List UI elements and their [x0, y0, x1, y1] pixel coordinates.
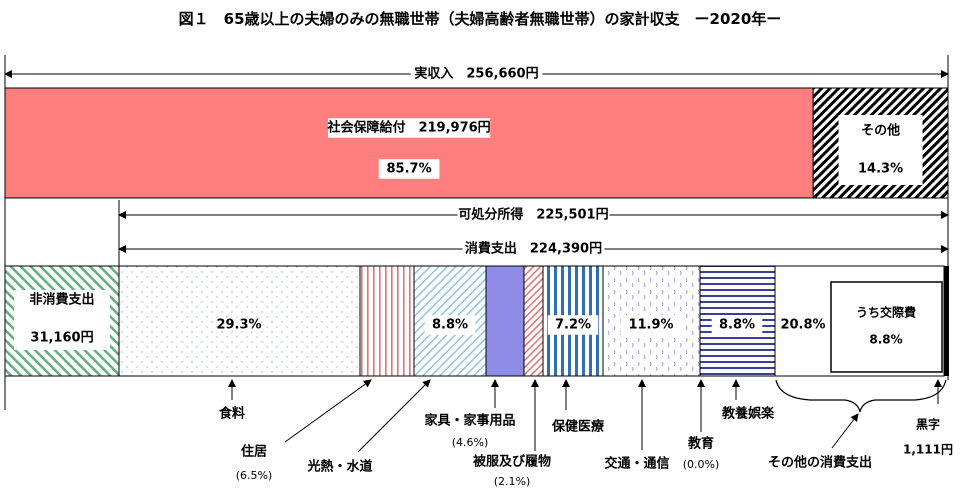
- percent-furniture-bg: [424, 315, 476, 335]
- expense-bar: 非消費支出 31,160円 29.3% 8.8% 7.2% 11.9% 8.8% 20.8% う…: [4, 265, 949, 377]
- chart-title: 図１ 65歳以上の夫婦のみの無職世帯（夫婦高齢者無職世帯）の家計収支 ー2020…: [179, 10, 782, 28]
- other-brace: [775, 379, 947, 413]
- sublabel-housing: (6.5%): [236, 469, 273, 482]
- social-security-percent: 85.7%: [387, 162, 432, 177]
- pointer-housing: [284, 379, 372, 443]
- expense-segment-clothing2: [523, 265, 544, 377]
- disposable-income-label: 可処分所得 225,501円: [458, 207, 608, 223]
- social-security-label-bg: [328, 118, 491, 138]
- social-security-label: 社会保障給付 219,976円: [326, 120, 490, 136]
- income-segment-social-security: [4, 87, 814, 199]
- income-other-percent: 14.3%: [858, 162, 903, 177]
- pointer-utilities: [357, 379, 431, 453]
- amount-deficit: 1,111円: [903, 443, 953, 457]
- label-food: 食料: [219, 406, 245, 422]
- label-housing: 住居: [241, 444, 267, 460]
- deficit-segment: [944, 266, 949, 376]
- percent-furniture: 8.8%: [432, 318, 468, 333]
- percent-medical-bg: [547, 315, 599, 335]
- non-consumption-label: 非消費支出: [29, 292, 94, 308]
- sublabel-clothing: (2.1%): [494, 475, 531, 488]
- consumption-total-label: 消費支出 224,390円: [465, 241, 602, 257]
- percent-transport-bg: [620, 315, 682, 335]
- non-consumption-amount: 31,160円: [30, 331, 93, 346]
- label-education: 教育: [687, 436, 714, 452]
- disposable-income-label-bg: [457, 205, 610, 225]
- label-utilities: 光熱・水道: [306, 459, 372, 475]
- non-consumption-bg: [14, 290, 110, 350]
- percent-food: 29.3%: [216, 318, 261, 333]
- percent-culture: 8.8%: [719, 318, 755, 333]
- percent-medical: 7.2%: [555, 318, 591, 333]
- sublabel-education: (0.0%): [683, 458, 720, 471]
- consumption-total-label-bg: [462, 239, 605, 259]
- social-security-percent-bg: [378, 159, 440, 179]
- expense-segment-clothing: [485, 265, 525, 377]
- sublabel-furniture: (4.6%): [452, 436, 489, 449]
- label-clothing: 被服及び履物: [472, 454, 551, 470]
- label-furniture: 家具・家事用品: [424, 413, 515, 429]
- percent-culture-bg: [711, 315, 763, 335]
- percent-other: 20.8%: [780, 318, 825, 333]
- expense-segment-food: [118, 265, 361, 377]
- social-expenses-percent: 8.8%: [869, 333, 902, 347]
- label-transport: 交通・通信: [604, 456, 669, 472]
- label-culture: 教養娯楽: [721, 406, 775, 422]
- income-bar: 社会保障給付 219,976円 85.7% その他 14.3%: [4, 87, 949, 199]
- social-expenses-label: うち交際費: [856, 305, 916, 320]
- pointer-other: [831, 413, 859, 449]
- social-expenses-box: [830, 281, 943, 373]
- label-medical: 保健医療: [551, 419, 605, 435]
- label-other: その他の消費支出: [768, 455, 872, 471]
- expense-segment-housing: [359, 265, 415, 377]
- income-other-bg: [838, 115, 923, 185]
- income-total-label-bg: [410, 64, 543, 84]
- income-total-label: 実収入 256,660円: [414, 66, 538, 82]
- income-other-label: その他: [861, 123, 900, 139]
- label-deficit: 黒字: [916, 417, 940, 432]
- percent-transport: 11.9%: [628, 318, 673, 333]
